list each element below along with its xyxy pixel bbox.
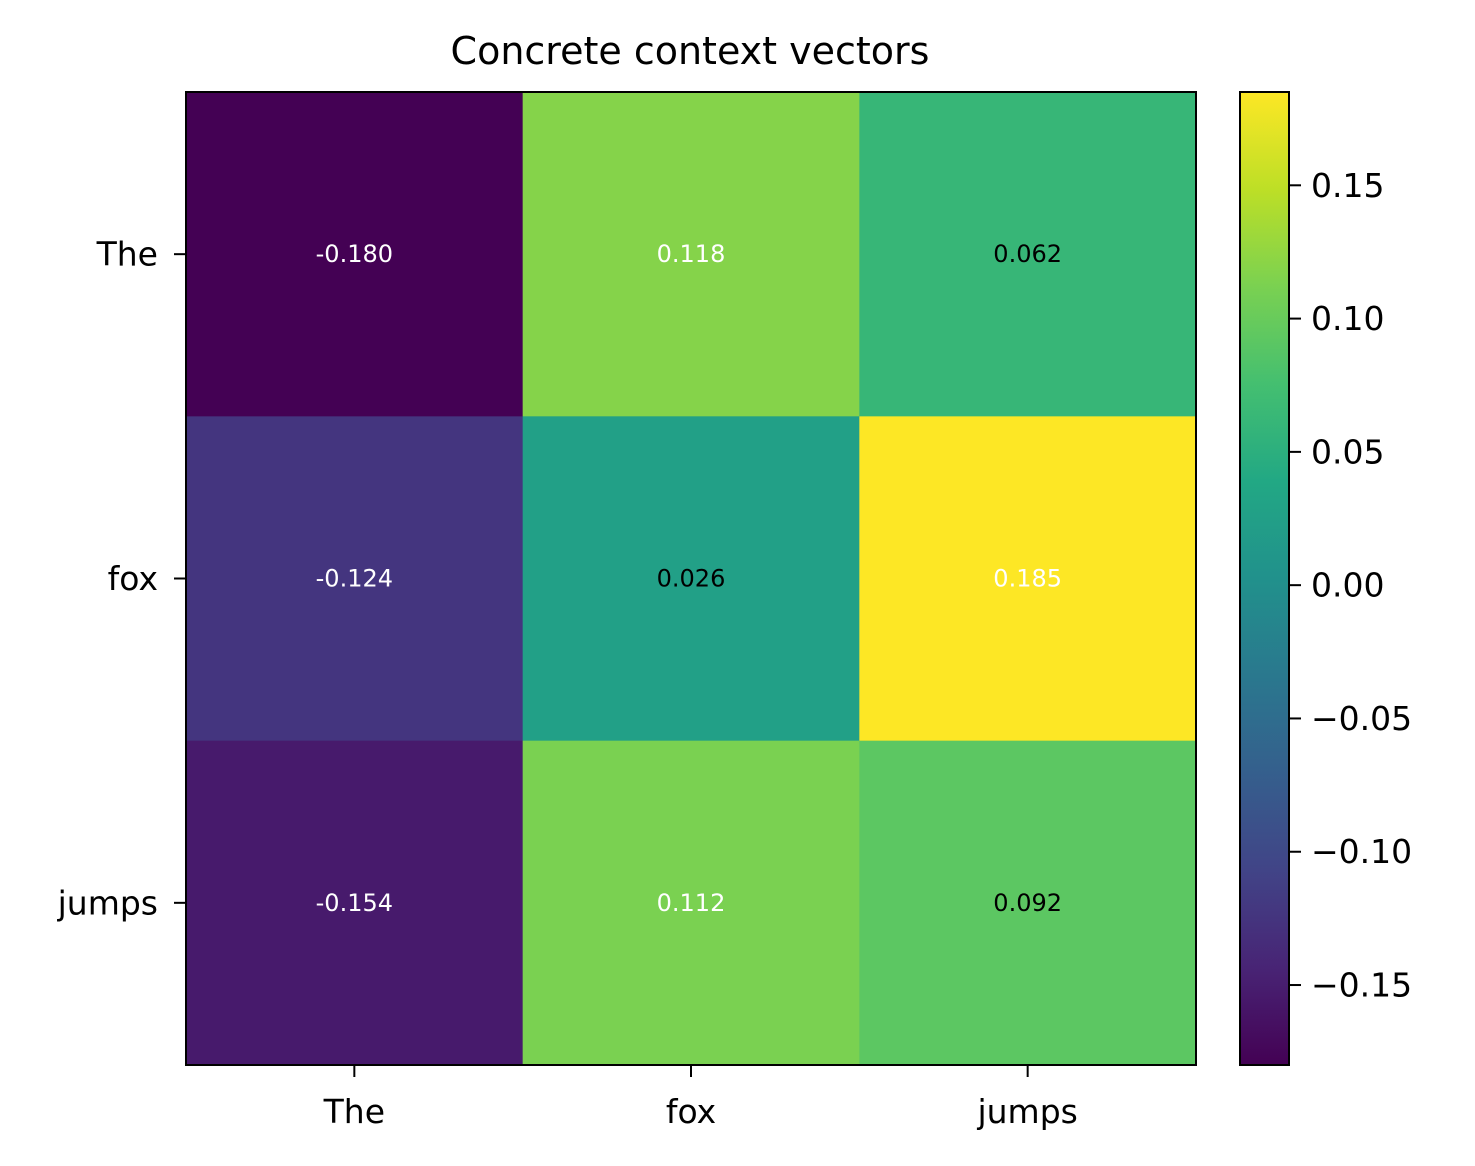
cell-value-label: -0.154 [316,889,393,917]
heatmap-cell-labels: -0.180 0.118 0.062 -0.124 0.026 0.185 -0.154 0.… [316,240,1062,917]
x-tick-label: jumps [976,1092,1077,1131]
colorbar-tick-label: 0.00 [1311,566,1384,605]
chart-title: Concrete context vectors [451,29,930,73]
heatmap-cell [522,740,860,1066]
heatmap-cell [859,740,1197,1066]
cell-value-label: -0.180 [316,240,393,268]
heatmap-cell [859,416,1197,742]
cell-value-label: 0.092 [993,889,1062,917]
colorbar-tick-label: 0.10 [1311,299,1384,338]
heatmap-cell [186,740,524,1066]
y-tick-label: fox [108,559,158,598]
heatmap-cell [522,416,860,742]
cell-value-label: 0.062 [993,240,1062,268]
heatmap-cell [186,416,524,742]
y-tick-label: The [96,235,158,274]
cell-value-label: -0.124 [316,565,393,593]
x-tick-label: fox [666,1092,716,1131]
x-axis-ticks: The fox jumps [323,1065,1078,1131]
colorbar-ticks: 0.15 0.10 0.05 0.00 −0.05 −0.10 −0.15 [1289,166,1412,1005]
cell-value-label: 0.118 [657,240,726,268]
colorbar-tick-label: −0.15 [1311,966,1412,1005]
y-axis-ticks: The fox jumps [57,235,186,922]
colorbar-tick-label: 0.15 [1311,166,1384,205]
cell-value-label: 0.185 [993,565,1062,593]
colorbar [1239,91,1290,1066]
heatmap-cells [186,92,1197,1066]
heatmap-cell [522,92,860,417]
colorbar-tick-label: −0.10 [1311,832,1412,871]
colorbar-tick-label: 0.05 [1311,432,1384,471]
y-tick-label: jumps [57,883,158,922]
cell-value-label: 0.112 [657,889,726,917]
colorbar-tick-label: −0.05 [1311,699,1412,738]
cell-value-label: 0.026 [657,565,726,593]
heatmap-cell [186,92,524,417]
heatmap-cell [859,92,1197,417]
x-tick-label: The [323,1092,385,1131]
